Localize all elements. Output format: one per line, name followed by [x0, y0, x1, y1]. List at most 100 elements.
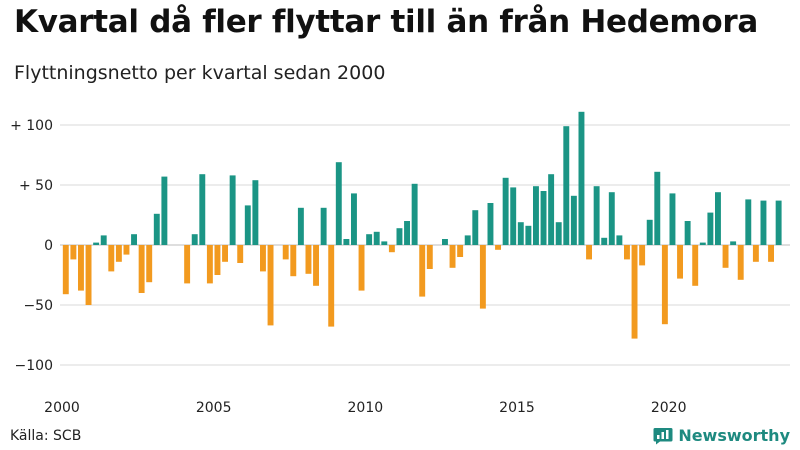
x-tick-label: 2020 [651, 400, 687, 416]
bar-2009Q3 [351, 193, 357, 245]
bar-2019Q2 [646, 219, 653, 245]
bar-2021Q2 [707, 212, 714, 245]
bar-2007Q2 [282, 245, 289, 260]
bar-2006Q3 [260, 245, 266, 272]
bar-2003Q2 [161, 176, 168, 245]
y-tick-label: −100 [15, 358, 53, 374]
y-tick-label: 0 [44, 238, 53, 254]
y-tick-label: −50 [23, 298, 53, 314]
bar-2002Q2 [131, 234, 137, 245]
bar-2021Q1 [699, 242, 706, 245]
bar-chart-logo-icon [653, 427, 673, 444]
bar-2016Q3 [563, 126, 570, 245]
bar-2008Q1 [305, 245, 312, 274]
bar-2021Q4 [722, 245, 729, 268]
bar-2006Q1 [244, 205, 251, 245]
bar-2015Q1 [517, 222, 524, 245]
bar-2011Q3 [411, 183, 418, 245]
bar-2011Q1 [396, 228, 403, 245]
y-axis-ticks: + 100 + 50 0 −50 −100 [10, 118, 53, 374]
bar-2017Q4 [601, 237, 608, 245]
bar-2019Q4 [661, 245, 668, 325]
bar-2010Q2 [373, 231, 380, 245]
bar-2012Q1 [426, 245, 433, 269]
bar-2016Q4 [570, 195, 577, 245]
bar-2015Q3 [533, 186, 539, 245]
bar-2007Q3 [290, 245, 297, 277]
bar-2004Q4 [206, 245, 213, 284]
chart-title: Kvartal då fler flyttar till än från Hed… [14, 4, 758, 40]
y-tick-label: + 50 [19, 178, 53, 194]
bar-2001Q4 [115, 245, 122, 262]
bar-2019Q3 [654, 171, 661, 245]
bar-2012Q3 [442, 239, 448, 245]
chart-subtitle: Flyttningsnetto per kvartal sedan 2000 [14, 62, 386, 84]
bar-2014Q4 [510, 187, 517, 245]
bar-2013Q4 [479, 245, 486, 309]
bar-2018Q1 [608, 192, 615, 245]
x-tick-label: 2010 [348, 400, 384, 416]
bar-2000Q1 [62, 245, 69, 295]
grid-lines [60, 124, 790, 366]
bar-2020Q3 [684, 221, 691, 245]
y-tick-label: + 100 [10, 118, 53, 134]
x-tick-label: 2015 [499, 400, 535, 416]
bar-2018Q3 [624, 245, 630, 260]
bar-2017Q2 [586, 245, 592, 260]
bar-2009Q1 [335, 162, 342, 245]
source-note: Källa: SCB [10, 428, 82, 444]
bar-2004Q2 [191, 234, 198, 245]
bar-2009Q4 [358, 245, 365, 291]
bar-2009Q2 [343, 239, 350, 245]
bar-2019Q1 [639, 245, 646, 266]
bar-2006Q4 [267, 245, 274, 326]
bar-2022Q2 [737, 245, 744, 280]
bar-2002Q3 [138, 245, 145, 293]
bar-2008Q4 [328, 245, 335, 327]
newsworthy-logo[interactable]: Newsworthy [653, 426, 790, 445]
x-axis-ticks: 2000 2005 2010 2015 2020 [44, 400, 686, 416]
bar-2014Q3 [502, 177, 509, 245]
bar-2000Q4 [85, 245, 92, 305]
bar-2002Q4 [146, 245, 153, 283]
bar-2005Q3 [229, 175, 236, 245]
bar-2022Q1 [730, 241, 737, 245]
bar-2023Q3 [775, 200, 782, 245]
bar-2022Q3 [745, 199, 752, 245]
bar-2002Q1 [123, 245, 130, 255]
bar-2001Q3 [108, 245, 115, 272]
bar-2003Q1 [153, 213, 160, 245]
bar-2001Q2 [100, 235, 107, 245]
bar-2008Q2 [313, 245, 319, 286]
x-tick-label: 2005 [196, 400, 232, 416]
bar-2010Q4 [388, 245, 395, 253]
bar-2001Q1 [93, 242, 100, 245]
bar-2022Q4 [752, 245, 759, 262]
bar-2020Q4 [692, 245, 699, 286]
bar-2000Q2 [70, 245, 77, 260]
bar-2021Q3 [715, 192, 721, 245]
bar-2013Q1 [457, 245, 464, 257]
bar-2006Q2 [252, 180, 259, 245]
bar-2010Q1 [366, 234, 373, 245]
bar-2018Q4 [631, 245, 638, 339]
x-tick-label: 2000 [44, 400, 80, 416]
bar-2015Q4 [540, 191, 547, 245]
bar-2023Q2 [768, 245, 774, 262]
bar-2011Q4 [419, 245, 426, 297]
bar-2007Q4 [297, 207, 304, 245]
bar-chart: + 100 + 50 0 −50 −100 2000 2005 2010 2015 2020 [10, 111, 790, 416]
bar-2017Q1 [578, 111, 585, 245]
bar-2012Q4 [449, 245, 456, 268]
brand-name: Newsworthy [678, 426, 790, 445]
bar-2014Q1 [487, 203, 494, 245]
bar-2005Q2 [222, 245, 228, 262]
bar-2008Q3 [320, 207, 327, 245]
bar-2014Q2 [495, 245, 501, 250]
bar-2020Q1 [669, 193, 676, 245]
bar-2018Q2 [616, 235, 623, 245]
bar-2000Q3 [78, 245, 84, 291]
bar-2020Q2 [677, 245, 683, 279]
bar-2011Q2 [404, 221, 410, 245]
bar-2023Q1 [760, 200, 767, 245]
